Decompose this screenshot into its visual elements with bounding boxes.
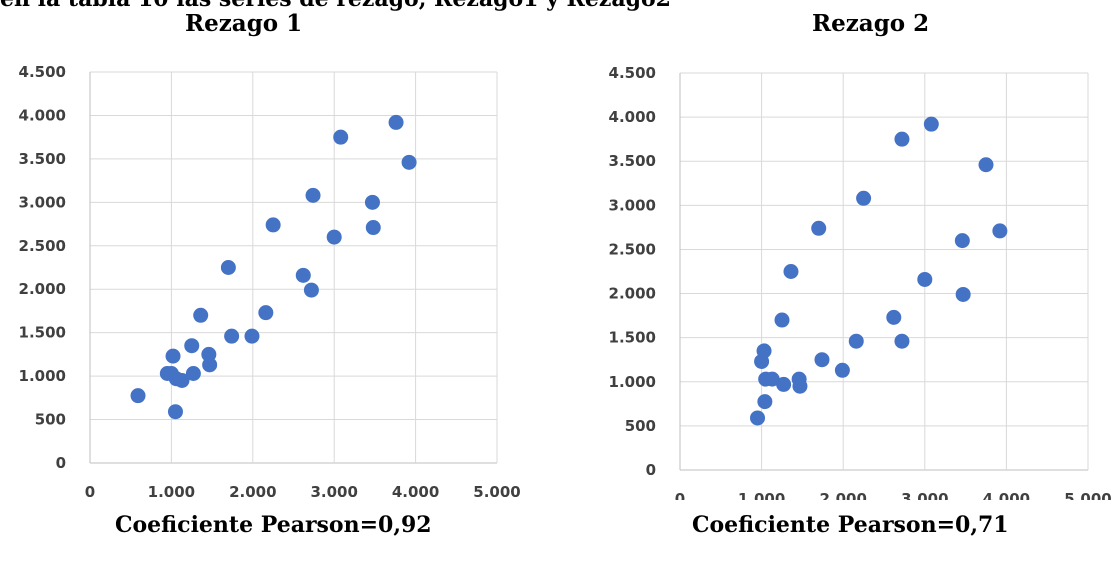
scatter-point — [955, 286, 971, 302]
scatter-point — [992, 223, 1008, 239]
x-tick-label: 4.000 — [392, 483, 439, 500]
scatter-chart-rezago-2: 0 500 1.000 1.500 2.000 2.500 3.000 3.500 4.000 4… — [609, 64, 1112, 500]
scatter-point — [954, 233, 970, 249]
scatter-point — [303, 282, 319, 298]
y-tick-label: 4.500 — [19, 63, 66, 81]
scatter-point — [923, 116, 939, 132]
scatter-panel-rezago-2: Rezago 2 0 500 1.000 1.500 2.000 2.500 3.000 3.… — [590, 0, 1120, 566]
y-tick-label: 0 — [56, 454, 66, 472]
scatter-point — [783, 264, 799, 279]
scatter-point — [917, 271, 933, 287]
scatter-point — [388, 114, 404, 130]
x-tick-label: 1.000 — [738, 490, 785, 500]
scatter-point — [202, 357, 218, 373]
scatter-point — [894, 333, 910, 349]
scatter-point — [305, 187, 321, 203]
y-tick-label: 1.000 — [19, 367, 66, 385]
scatter-point — [886, 309, 902, 325]
x-tick-label: 2.000 — [229, 483, 276, 500]
pearson-coefficient-label: Coeficiente Pearson=0,92 — [115, 512, 432, 538]
scatter-point — [258, 305, 274, 321]
scatter-point — [792, 378, 808, 394]
y-tick-label: 3.000 — [19, 193, 66, 211]
scatter-point — [295, 267, 311, 283]
scatter-point — [193, 307, 209, 323]
scatter-point — [757, 394, 773, 410]
x-tick-label: 3.000 — [310, 483, 357, 500]
x-tick-label: 5.000 — [1064, 490, 1111, 500]
scatter-point — [174, 372, 190, 388]
scatter-point — [774, 312, 790, 328]
y-tick-label: 1.500 — [609, 329, 656, 347]
x-tick-label: 0 — [85, 483, 95, 500]
scatter-point — [224, 328, 240, 344]
scatter-chart-rezago-1: 0 500 1.000 1.500 2.000 2.500 3.000 3.500 4.000 4… — [19, 63, 520, 500]
y-tick-label: 500 — [625, 417, 656, 435]
x-tick-label: 3.000 — [901, 490, 948, 500]
x-tick-label: 1.000 — [148, 483, 195, 500]
scatter-point — [364, 194, 380, 210]
chart-title: Rezago 1 — [185, 10, 303, 37]
y-tick-label: 2.000 — [19, 280, 66, 298]
cropped-body-text: en la tabla 10 las series de rezago, Rez… — [0, 0, 671, 12]
y-tick-label: 0 — [646, 461, 656, 479]
scatter-point — [848, 333, 864, 349]
y-tick-label: 3.500 — [19, 150, 66, 168]
scatter-point — [856, 190, 872, 206]
scatter-point — [130, 388, 146, 404]
y-tick-label: 4.500 — [609, 64, 656, 82]
pearson-coefficient-label: Coeficiente Pearson=0,71 — [692, 512, 1009, 538]
scatter-point — [811, 220, 827, 236]
scatter-panel-rezago-1: Rezago 1 0 500 1.000 1.500 2.000 2.500 3.000 3.… — [0, 0, 520, 566]
x-tick-label: 4.000 — [983, 490, 1030, 500]
scatter-point — [764, 371, 780, 387]
scatter-point — [326, 229, 342, 245]
y-tick-label: 3.500 — [609, 152, 656, 170]
scatter-point — [167, 404, 183, 420]
scatter-point — [834, 362, 850, 378]
scatter-point — [894, 131, 910, 147]
scatter-point — [333, 129, 349, 145]
y-tick-label: 500 — [35, 411, 66, 429]
scatter-point — [165, 348, 181, 364]
y-tick-label: 2.000 — [609, 285, 656, 303]
chart-title: Rezago 2 — [812, 10, 930, 37]
x-tick-label: 0 — [675, 490, 685, 500]
scatter-point — [756, 343, 772, 359]
x-tick-label: 2.000 — [819, 490, 866, 500]
scatter-point — [365, 220, 381, 236]
scatter-point — [244, 328, 260, 344]
x-tick-label: 5.000 — [473, 483, 520, 500]
y-tick-label: 4.000 — [609, 108, 656, 126]
scatter-point — [185, 366, 201, 382]
scatter-point — [776, 376, 792, 392]
y-tick-label: 4.000 — [19, 106, 66, 124]
scatter-point — [401, 154, 417, 170]
y-tick-label: 1.000 — [609, 373, 656, 391]
scatter-point — [184, 338, 200, 354]
y-tick-label: 1.500 — [19, 324, 66, 342]
scatter-point — [814, 352, 830, 368]
y-tick-label: 3.000 — [609, 196, 656, 214]
scatter-point — [265, 217, 281, 233]
scatter-point — [220, 260, 236, 275]
scatter-point — [750, 410, 766, 426]
scatter-point — [978, 157, 994, 173]
y-tick-label: 2.500 — [19, 237, 66, 255]
y-tick-label: 2.500 — [609, 240, 656, 258]
